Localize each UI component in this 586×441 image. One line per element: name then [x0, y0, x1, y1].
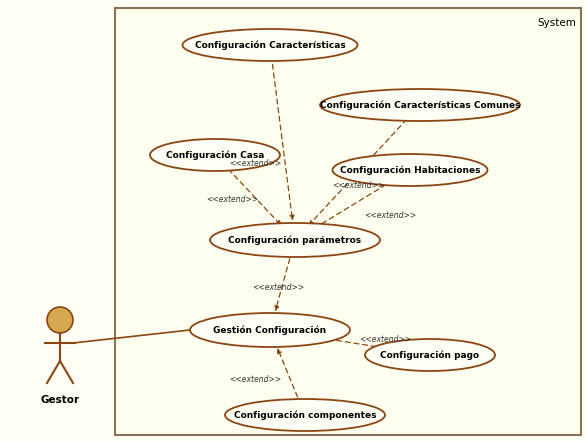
FancyBboxPatch shape [115, 8, 581, 435]
Text: System: System [537, 18, 576, 28]
Text: Gestor: Gestor [40, 395, 80, 405]
Text: Configuración Habitaciones: Configuración Habitaciones [340, 165, 481, 175]
Text: <<extend>>: <<extend>> [359, 336, 411, 344]
Ellipse shape [332, 154, 488, 186]
Text: <<extend>>: <<extend>> [206, 195, 258, 205]
Ellipse shape [190, 313, 350, 347]
Text: Configuración Características: Configuración Características [195, 40, 345, 50]
Text: Configuración Características Comunes: Configuración Características Comunes [320, 100, 520, 110]
Text: Configuración parámetros: Configuración parámetros [229, 235, 362, 245]
Ellipse shape [320, 89, 520, 121]
Text: <<extend>>: <<extend>> [364, 210, 416, 220]
Ellipse shape [182, 29, 357, 61]
Ellipse shape [365, 339, 495, 371]
Ellipse shape [150, 139, 280, 171]
Text: <<extend>>: <<extend>> [229, 158, 281, 168]
Circle shape [47, 307, 73, 333]
Text: <<extend>>: <<extend>> [332, 180, 384, 190]
Text: Configuración componentes: Configuración componentes [234, 410, 376, 420]
Text: <<extend>>: <<extend>> [229, 375, 281, 385]
Ellipse shape [225, 399, 385, 431]
Text: <<extend>>: <<extend>> [252, 284, 304, 292]
Ellipse shape [210, 223, 380, 257]
Text: Gestión Configuración: Gestión Configuración [213, 325, 326, 335]
Text: Configuración pago: Configuración pago [380, 350, 479, 360]
Text: Configuración Casa: Configuración Casa [166, 150, 264, 160]
